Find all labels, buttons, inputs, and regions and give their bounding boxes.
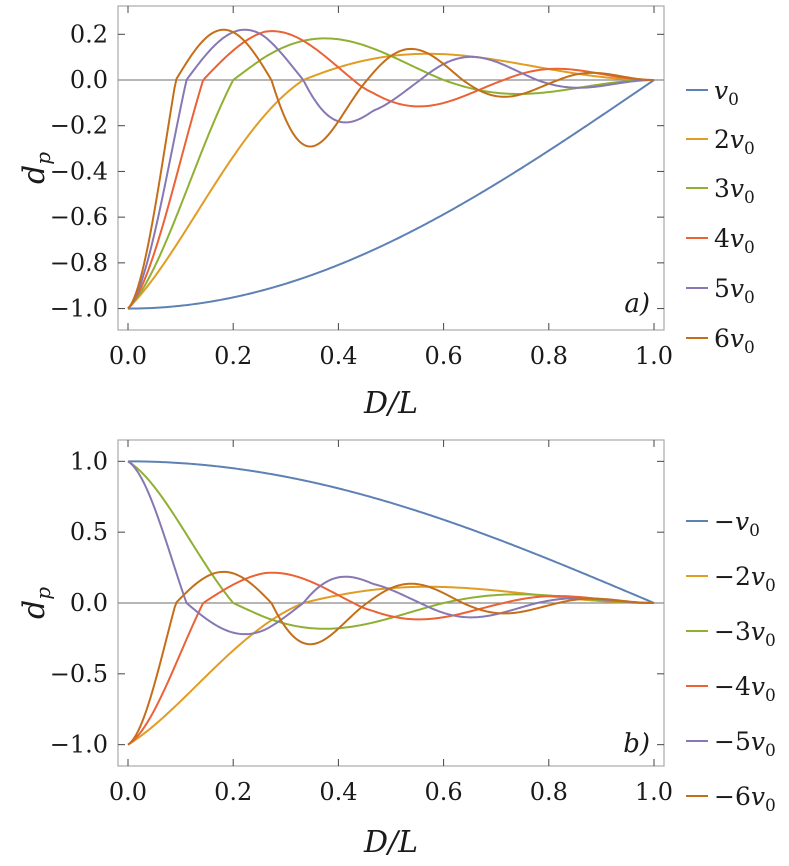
y-axis-label: dp (17, 152, 55, 184)
x-tick-label: 1.0 (635, 342, 673, 370)
panel-b: −1.0−0.50.00.51.0 0.0 0.2 0.4 0.6 0.8 1.0 b) … (17, 439, 776, 860)
x-tick-label: 0.2 (214, 342, 252, 370)
y-tick-label: −0.6 (50, 203, 108, 231)
legend-label: −3v0 (714, 617, 776, 651)
y-tick-label: 0.0 (70, 66, 108, 94)
legend-label: −6v0 (714, 782, 776, 816)
y-tick-label: −0.4 (50, 157, 108, 185)
legend-label: −4v0 (714, 672, 776, 706)
legend: v0 2v0 3v0 4v0 5v0 6v0 (686, 76, 755, 358)
x-tick-label: 0.2 (214, 778, 252, 806)
legend-label: 2v0 (714, 125, 755, 159)
x-tick-label: 0.0 (109, 778, 147, 806)
y-axis-label: dp (17, 587, 55, 619)
y-tick-label: 0.2 (70, 20, 108, 48)
x-tick-label: 0.6 (425, 778, 463, 806)
x-tick-label: 0.4 (319, 778, 357, 806)
legend-label: 5v0 (714, 274, 755, 308)
y-tick-label: 0.0 (70, 589, 108, 617)
series-line-−6v0 (127, 570, 655, 746)
y-axis-ticks: −1.0 −0.8 −0.6 −0.4 −0.2 0.0 0.2 (50, 20, 664, 323)
series-line-v0 (128, 79, 655, 310)
series-group (127, 460, 655, 746)
legend: −v0 −2v0 −3v0 −4v0 −5v0 −6v0 (686, 507, 776, 816)
series-line-−3v0 (127, 460, 654, 630)
y-tick-label: −0.2 (50, 112, 108, 140)
series-line-−4v0 (127, 571, 655, 746)
y-tick-label: −1.0 (50, 731, 108, 759)
x-tick-label: 0.8 (530, 342, 568, 370)
x-axis-ticks: 0.0 0.2 0.4 0.6 0.8 1.0 (109, 440, 673, 806)
panel-label-b: b) (623, 729, 650, 759)
legend-label: −2v0 (714, 562, 776, 596)
y-tick-label: −0.8 (50, 249, 108, 277)
x-tick-label: 0.4 (319, 342, 357, 370)
series-line-−5v0 (127, 460, 655, 636)
panel-label-a: a) (624, 289, 650, 319)
panel-a: −1.0−0.8−0.6−0.4−0.20.00.2 0.0 0.2 0.4 0.6 0… (17, 5, 755, 421)
series-line-−v0 (127, 460, 655, 604)
legend-label: v0 (714, 76, 739, 110)
series-line-5v0 (127, 28, 655, 310)
y-tick-label: −1.0 (50, 295, 108, 323)
legend-label: 3v0 (714, 174, 755, 208)
x-tick-label: 0.8 (530, 778, 568, 806)
x-axis-label: D/L (363, 825, 418, 860)
legend-label: −v0 (714, 507, 760, 541)
x-axis-ticks: 0.0 0.2 0.4 0.6 0.8 1.0 (109, 6, 673, 370)
y-axis-ticks: −1.0 −0.5 0.0 0.5 1.0 (50, 447, 664, 759)
legend-label: 4v0 (714, 224, 755, 258)
x-tick-label: 0.6 (425, 342, 463, 370)
y-tick-label: 0.5 (70, 518, 108, 546)
series-group (127, 28, 655, 310)
plot-frame (117, 5, 665, 331)
series-line-−2v0 (127, 585, 654, 746)
series-line-6v0 (127, 28, 655, 310)
x-axis-label: D/L (363, 386, 418, 421)
y-tick-label: 1.0 (70, 447, 108, 475)
legend-label: −5v0 (714, 727, 776, 761)
x-tick-label: 0.0 (109, 342, 147, 370)
legend-label: 6v0 (714, 324, 755, 358)
x-tick-label: 1.0 (635, 778, 673, 806)
series-line-2v0 (127, 52, 654, 310)
series-line-3v0 (127, 37, 655, 310)
y-tick-label: −0.5 (50, 660, 108, 688)
